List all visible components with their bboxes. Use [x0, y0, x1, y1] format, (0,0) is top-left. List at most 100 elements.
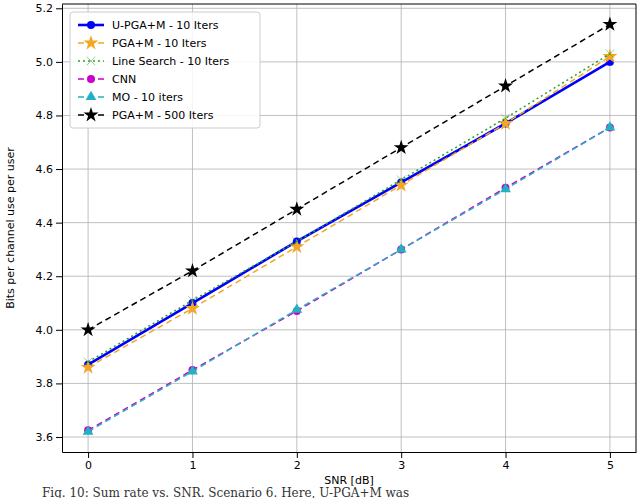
- tick-mark: [56, 62, 62, 63]
- tick: 4.2: [36, 270, 63, 283]
- legend: U-PGA+M - 10 Iters PGA+M - 10 Iters Line S…: [70, 12, 260, 128]
- tick: 3.8: [36, 377, 63, 390]
- marker: [606, 50, 615, 59]
- legend-marker: [87, 75, 95, 83]
- tick-mark: [192, 452, 193, 458]
- tick-label: 2: [294, 459, 301, 472]
- grid-line: [62, 383, 636, 384]
- marker: [187, 365, 198, 374]
- tick-label: 4.0: [36, 324, 54, 337]
- tick: 1: [189, 452, 196, 472]
- marker: [500, 183, 511, 192]
- series-line: [88, 128, 610, 432]
- tick-label: 4.2: [36, 270, 54, 283]
- marker: [185, 263, 200, 277]
- marker: [397, 175, 406, 184]
- tick-label: 3: [398, 459, 405, 472]
- grid-line: [62, 169, 636, 170]
- marker: [602, 49, 617, 63]
- frame: [636, 4, 637, 452]
- tick-label: 5.2: [36, 2, 54, 15]
- tick-mark: [56, 115, 62, 116]
- marker: [396, 243, 407, 252]
- tick: 5.0: [36, 56, 63, 69]
- marker: [498, 78, 513, 92]
- tick-mark: [56, 8, 62, 9]
- marker: [83, 425, 94, 434]
- tick: 3.6: [36, 431, 63, 444]
- grid-line: [609, 4, 610, 452]
- tick-mark: [297, 452, 298, 458]
- grid-line: [401, 4, 402, 452]
- tick: 4.6: [36, 163, 63, 176]
- marker: [394, 140, 409, 154]
- legend-marker: [86, 91, 97, 100]
- grid-line: [505, 4, 506, 452]
- tick: 5.2: [36, 2, 63, 15]
- tick-label: 0: [85, 459, 92, 472]
- marker: [602, 16, 617, 30]
- tick-mark: [610, 452, 611, 458]
- marker: [289, 201, 304, 215]
- y-axis: 3.6 3.8 4.0 4.2 4.4 4.6 4.8 5.0 5.2: [36, 2, 63, 452]
- tick-label: 3.8: [36, 377, 54, 390]
- tick-label: 4: [503, 459, 510, 472]
- tick-label: 5: [607, 459, 614, 472]
- tick-label: 3.6: [36, 431, 54, 444]
- marker: [84, 358, 93, 367]
- marker: [81, 322, 96, 336]
- legend-label: PGA+M - 500 Iters: [112, 109, 214, 122]
- series-line: [88, 57, 610, 368]
- grid-line: [62, 436, 636, 437]
- legend-label: Line Search - 10 Iters: [112, 55, 230, 68]
- tick: 4: [503, 452, 510, 472]
- marker: [498, 116, 513, 130]
- grid-line: [296, 4, 297, 452]
- axis-line: [62, 5, 63, 453]
- legend-label: CNN: [112, 73, 136, 86]
- tick-mark: [56, 437, 62, 438]
- chart: 0 1 2 3 4 5 3.6 3.8 4.0 4.2 4.4 4.6 4.8 5.0 5.2 U-PGA+M…: [0, 0, 640, 498]
- tick-label: 5.0: [36, 56, 54, 69]
- legend-marker: [83, 107, 98, 121]
- series-line: [88, 54, 610, 362]
- tick: 2: [294, 452, 301, 472]
- plot: 0 1 2 3 4 5 3.6 3.8 4.0 4.2 4.4 4.6 4.8 5.0 5.2 U-PGA+M…: [36, 2, 637, 472]
- tick-mark: [56, 330, 62, 331]
- grid-line: [62, 222, 636, 223]
- legend-label: MO - 10 iters: [112, 91, 183, 104]
- tick-label: 4.6: [36, 163, 54, 176]
- marker: [394, 177, 409, 191]
- tick: 0: [85, 452, 92, 472]
- marker: [501, 114, 510, 123]
- tick: 5: [607, 452, 614, 472]
- tick-mark: [56, 223, 62, 224]
- grid-line: [62, 8, 636, 9]
- legend-marker: [83, 35, 98, 49]
- caption: Fig. 10: Sum rate vs. SNR. Scenario 6. H…: [42, 486, 409, 498]
- tick-mark: [401, 452, 402, 458]
- axis-line: [63, 452, 637, 453]
- x-axis: 0 1 2 3 4 5: [63, 452, 637, 472]
- tick-mark: [56, 383, 62, 384]
- y-axis-title: Bits per channel use per user: [4, 147, 17, 309]
- tick-mark: [56, 169, 62, 170]
- tick-label: 1: [189, 459, 196, 472]
- tick-label: 4.8: [36, 109, 54, 122]
- legend-marker: [87, 57, 96, 66]
- tick-label: 4.4: [36, 217, 54, 230]
- legend-marker: [87, 21, 95, 29]
- grid-line: [62, 276, 636, 277]
- tick-mark: [506, 452, 507, 458]
- legend-box: [70, 12, 260, 128]
- marker: [293, 237, 302, 246]
- tick: 4.8: [36, 109, 63, 122]
- legend-label: U-PGA+M - 10 Iters: [112, 19, 219, 32]
- legend-label: PGA+M - 10 Iters: [112, 37, 207, 50]
- tick: 4.4: [36, 217, 63, 230]
- tick: 3: [398, 452, 405, 472]
- tick: 4.0: [36, 324, 63, 337]
- tick-mark: [56, 276, 62, 277]
- frame: [62, 4, 636, 5]
- grid: [62, 4, 636, 452]
